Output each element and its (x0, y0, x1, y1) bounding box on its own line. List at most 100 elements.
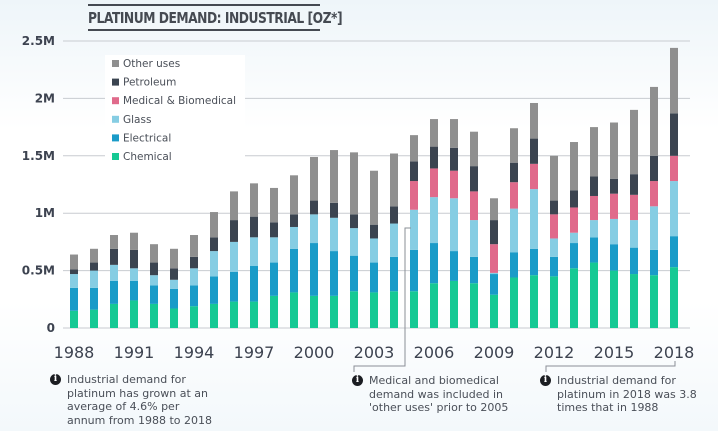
note-ratio-line: platinum in 2018 was 3.8 (557, 387, 697, 401)
bar-segment-petroleum (530, 138, 538, 164)
bar-segment-petroleum (390, 206, 398, 224)
note-growth-line: platinum has grown at an (67, 386, 208, 400)
bar-segment-glass (470, 220, 478, 257)
bar-segment-chemical (370, 292, 378, 328)
note-growth-line: average of 4.6% per (67, 400, 180, 413)
bar-segment-other-uses (610, 122, 618, 179)
x-tick-label: 2003 (354, 343, 395, 362)
bar-stack-1994 (190, 235, 198, 328)
bar-segment-other-uses (390, 153, 398, 207)
bar-segment-glass (650, 206, 658, 250)
bar-segment-glass (170, 279, 178, 289)
bar-segment-glass (310, 214, 318, 244)
bar-stack-2000 (310, 156, 318, 328)
bar-segment-chemical (470, 283, 478, 328)
bar-stack-2011 (530, 102, 538, 328)
bar-stack-2006 (430, 119, 438, 328)
bar-segment-other-uses (550, 155, 558, 201)
bar-segment-petroleum (450, 147, 458, 171)
bar-segment-other-uses (330, 150, 338, 203)
legend: Other uses Petroleum Medical & Biomedical G… (105, 55, 245, 167)
bar-segment-medical-biomedical (450, 170, 458, 199)
bar-stack-2014 (590, 127, 598, 328)
legend-background (105, 55, 245, 167)
note-ratio: i Industrial demand for platinum in 2018… (540, 374, 718, 415)
legend-label: Chemical (123, 151, 172, 163)
bar-segment-glass (350, 228, 358, 256)
bar-segment-chemical (210, 303, 218, 328)
x-tick-label: 1991 (114, 343, 155, 362)
bar-segment-glass (490, 272, 498, 275)
x-tick-label: 2015 (594, 343, 635, 362)
bar-segment-electrical (570, 243, 578, 269)
bar-segment-electrical (630, 247, 638, 275)
bar-segment-chemical (130, 300, 138, 328)
note-growth-line: annum from 1988 to 2018 (67, 413, 212, 427)
note-ratio-line: Industrial demand for (557, 374, 676, 387)
bar-segment-medical-biomedical (590, 195, 598, 221)
bar-stack-2017 (650, 86, 658, 328)
bar-segment-electrical (510, 252, 518, 278)
x-axis-labels: 1988 1991 1994 1997 2000 2003 2006 2009 2012 2015… (54, 343, 695, 362)
bar-segment-electrical (550, 256, 558, 277)
x-tick-label: 2009 (474, 343, 515, 362)
bar-segment-glass (410, 209, 418, 250)
info-icon: i (352, 375, 363, 386)
bar-segment-petroleum (370, 224, 378, 239)
bar-stack-2005 (410, 135, 418, 328)
legend-label: Petroleum (123, 77, 176, 89)
bar-stack-2009 (490, 198, 498, 328)
bar-segment-chemical (150, 303, 158, 328)
legend-swatch (112, 60, 119, 67)
bar-segment-electrical (670, 236, 678, 268)
bar-stack-1996 (230, 191, 238, 328)
bar-segment-other-uses (110, 235, 118, 249)
legend-swatch (112, 78, 119, 86)
bar-segment-petroleum (290, 214, 298, 227)
bar-stack-1993 (170, 248, 178, 328)
bar-stack-1992 (150, 244, 158, 328)
bar-segment-petroleum (270, 222, 278, 238)
bar-stack-1990 (110, 235, 118, 328)
bar-segment-glass (430, 197, 438, 244)
bar-segment-glass (290, 226, 298, 249)
bar-segment-electrical (390, 256, 398, 292)
bar-stack-2003 (370, 170, 378, 328)
bar-segment-electrical (150, 285, 158, 304)
bar-segment-petroleum (350, 214, 358, 229)
bar-segment-other-uses (650, 86, 658, 156)
bar-stack-2016 (630, 109, 638, 328)
bar-segment-other-uses (350, 152, 358, 215)
y-tick-label: 1.5M (22, 149, 55, 163)
bar-stack-2012 (550, 155, 558, 328)
bar-segment-other-uses (90, 248, 98, 263)
bar-segment-electrical (610, 244, 618, 271)
bar-segment-electrical (370, 262, 378, 293)
bar-segment-petroleum (310, 200, 318, 215)
bar-segment-medical-biomedical (410, 181, 418, 210)
bar-segment-medical-biomedical (430, 168, 438, 198)
bar-segment-electrical (270, 262, 278, 296)
bar-segment-medical-biomedical (490, 244, 498, 273)
legend-swatch (112, 115, 119, 123)
bar-segment-medical-biomedical (530, 163, 538, 190)
bar-segment-petroleum (230, 220, 238, 242)
annotation-connectors (353, 227, 676, 372)
bar-segment-other-uses (630, 109, 638, 175)
bar-segment-chemical (230, 301, 238, 328)
bar-stack-1991 (130, 232, 138, 328)
bar-segment-petroleum (670, 113, 678, 156)
bar-segment-other-uses (70, 254, 78, 270)
connector-medical (353, 227, 411, 372)
bar-stack-2018 (670, 47, 678, 328)
bar-segment-other-uses (670, 47, 678, 114)
bar-segment-glass (530, 189, 538, 249)
bar-segment-medical-biomedical (670, 155, 678, 182)
bar-segment-electrical (90, 287, 98, 310)
legend-label: Glass (123, 114, 151, 126)
x-tick-label: 1988 (54, 343, 95, 362)
note-medical: i Medical and biomedical demand was incl… (352, 374, 539, 415)
bar-segment-electrical (590, 237, 598, 263)
bar-segment-electrical (250, 266, 258, 302)
